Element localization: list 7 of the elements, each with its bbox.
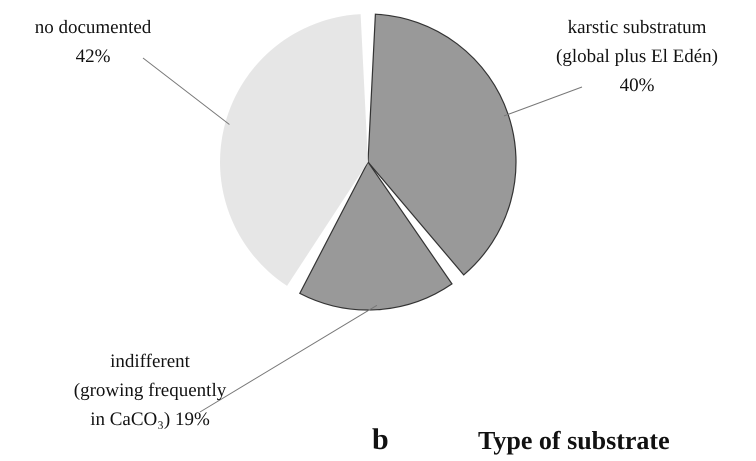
slice-label: no documented bbox=[34, 17, 152, 38]
slice-label: indifferent (growing frequently in CaCO₃) 19% bbox=[74, 351, 227, 430]
data-label: 40% bbox=[620, 75, 655, 96]
text: Type of substrate bbox=[478, 426, 670, 455]
text: b bbox=[372, 423, 389, 456]
slice-label: karstic substratum (global plus El Edén) bbox=[556, 17, 718, 67]
data-label: 42% bbox=[76, 46, 111, 67]
